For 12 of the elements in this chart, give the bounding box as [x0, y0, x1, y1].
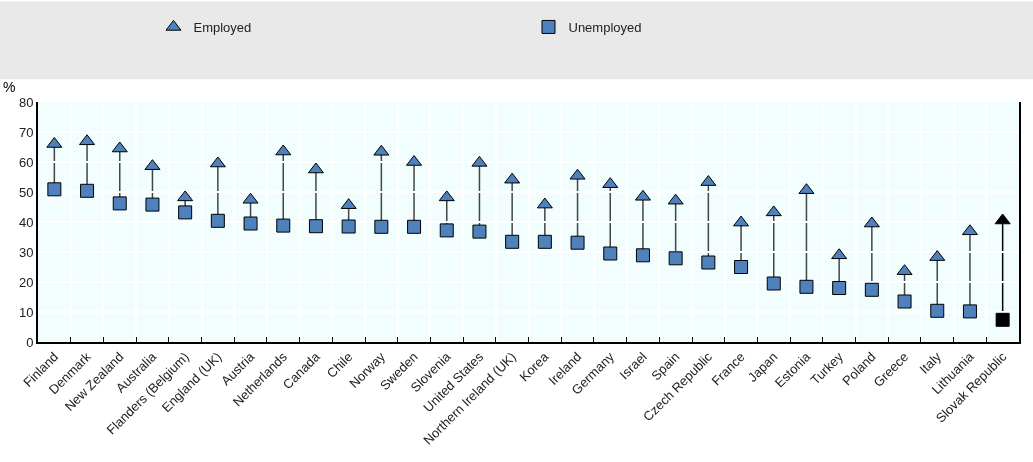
y-tick-label: 20: [18, 274, 34, 290]
legend-label: Unemployed: [568, 20, 642, 36]
y-tick-label: 70: [18, 124, 34, 140]
y-tick-label: 10: [18, 304, 34, 320]
y-tick-label: 60: [18, 154, 34, 170]
legend-label: Employed: [193, 20, 252, 36]
y-tick-label: 40: [18, 214, 34, 230]
y-tick-label: 50: [18, 184, 34, 200]
y-tick-label: 0: [26, 334, 34, 350]
y-tick-label: 80: [18, 94, 34, 110]
y-axis-title: %: [3, 79, 16, 95]
y-tick-label: 30: [18, 244, 34, 260]
